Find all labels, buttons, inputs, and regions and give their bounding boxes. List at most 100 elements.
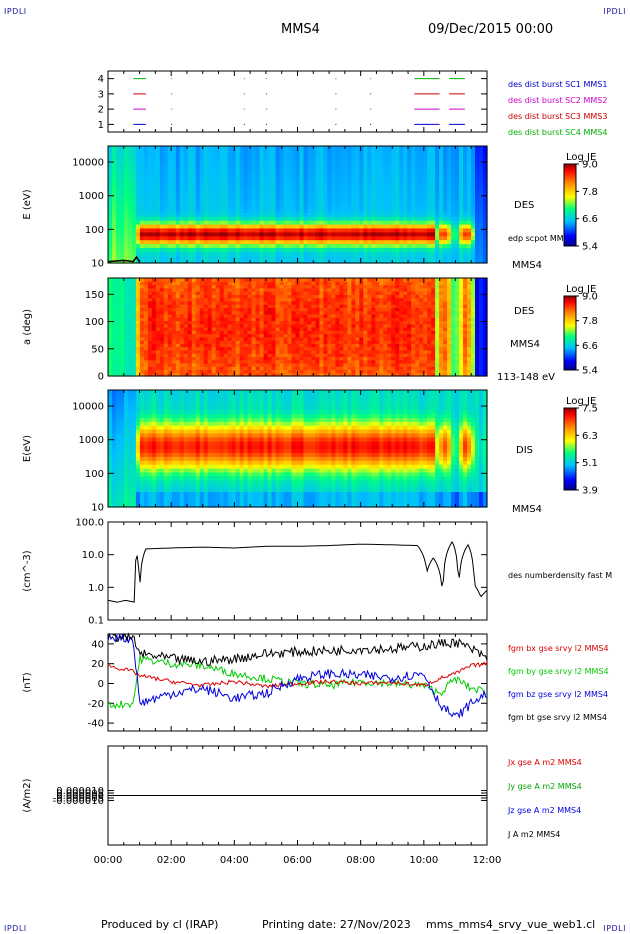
des-energy-cell	[307, 146, 313, 151]
des-energy-cell	[291, 177, 297, 182]
des-pitch-cell	[171, 304, 177, 308]
des-energy-cell	[431, 227, 436, 233]
des-pitch-cell	[271, 340, 277, 344]
des-pitch-cell	[123, 333, 129, 338]
des-energy-cell	[359, 212, 364, 217]
des-energy-cell	[147, 208, 153, 213]
des-pitch-cell	[155, 284, 161, 289]
des-energy-cell	[139, 196, 145, 202]
des-energy-cell	[223, 173, 229, 178]
des-energy-cell	[251, 224, 257, 229]
des-energy-cell	[391, 247, 396, 252]
des-pitch-cell	[319, 287, 325, 292]
des-pitch-cell	[235, 372, 241, 377]
des-energy-cell	[123, 188, 129, 194]
des-pitch-cell	[319, 300, 325, 305]
des-energy-cell	[163, 231, 169, 237]
des-energy-cell	[483, 235, 488, 241]
des-pitch-cell	[359, 366, 364, 371]
des-energy-cell	[383, 181, 388, 186]
des-energy-cell	[367, 173, 372, 178]
des-energy-cell	[395, 220, 400, 225]
des-pitch-cell	[239, 336, 245, 341]
des-energy-cell	[335, 204, 340, 209]
des-energy-cell	[199, 153, 205, 159]
des-energy-cell	[415, 177, 420, 182]
des-energy-cell	[108, 157, 113, 163]
des-energy-cell	[391, 204, 396, 209]
des-energy-cell	[207, 196, 213, 202]
des-pitch-cell	[235, 356, 241, 361]
des-pitch-cell	[211, 366, 217, 371]
des-pitch-cell	[119, 343, 125, 348]
des-pitch-cell	[227, 336, 233, 341]
des-energy-cell	[223, 208, 229, 213]
des-pitch-cell	[227, 327, 233, 331]
des-pitch-cell	[291, 287, 297, 292]
des-pitch-cell	[319, 320, 325, 325]
des-energy-cell	[159, 212, 165, 217]
des-energy-cell	[339, 192, 344, 198]
des-energy-cell	[323, 255, 329, 260]
des-energy-cell	[427, 185, 432, 190]
des-pitch-cell	[171, 346, 177, 351]
des-energy-cell	[119, 169, 125, 174]
des-energy-cell	[215, 161, 221, 167]
des-energy-cell	[159, 224, 165, 229]
des-energy-cell	[387, 173, 392, 178]
des-pitch-cell	[119, 346, 125, 351]
des-energy-cell	[347, 169, 352, 174]
des-energy-cell	[307, 149, 313, 155]
des-energy-cell	[267, 212, 273, 217]
des-energy-cell	[279, 204, 285, 209]
des-pitch-cell	[183, 340, 189, 344]
des-pitch-cell	[207, 278, 213, 282]
des-energy-cell	[251, 227, 257, 233]
des-energy-cell	[375, 231, 380, 237]
des-pitch-cell	[319, 372, 325, 377]
des-energy-cell	[399, 185, 404, 190]
des-pitch-cell	[203, 372, 209, 377]
des-pitch-cell	[295, 359, 301, 364]
des-pitch-cell	[331, 343, 336, 348]
des-energy-cell	[367, 196, 372, 202]
des-energy-cell	[359, 251, 364, 256]
des-pitch-cell	[347, 336, 352, 341]
des-pitch-cell	[187, 343, 193, 348]
des-energy-cell	[215, 185, 221, 190]
des-energy-cell	[195, 239, 201, 245]
des-pitch-cell	[227, 359, 233, 364]
des-energy-cell	[167, 247, 173, 252]
des-energy-cell	[183, 173, 189, 178]
des-energy-cell	[467, 196, 472, 202]
des-energy-cell	[227, 251, 233, 256]
des-pitch-cell	[195, 323, 201, 328]
des-pitch-cell	[108, 353, 113, 357]
des-energy-cell	[211, 177, 217, 182]
des-energy-cell	[355, 251, 360, 256]
des-energy-cell	[427, 231, 432, 237]
des-pitch-cell	[259, 313, 265, 318]
des-energy-cell	[299, 220, 305, 225]
des-pitch-cell	[143, 304, 149, 308]
des-pitch-cell	[123, 346, 129, 351]
des-energy-cell	[299, 149, 305, 155]
des-energy-cell	[275, 157, 281, 163]
des-energy-cell	[191, 255, 197, 260]
des-energy-cell	[195, 146, 201, 151]
des-energy-cell	[223, 181, 229, 186]
des-pitch-cell	[267, 343, 273, 348]
des-energy-cell	[179, 259, 185, 264]
des-energy-cell	[383, 243, 388, 248]
des-energy-cell	[131, 235, 137, 241]
des-pitch-cell	[351, 284, 356, 289]
des-energy-cell	[419, 259, 424, 264]
des-pitch-cell	[147, 297, 153, 302]
des-pitch-cell	[331, 297, 336, 302]
des-energy-cell	[307, 165, 313, 170]
des-energy-cell	[291, 235, 297, 241]
des-energy-cell	[295, 173, 301, 178]
des-pitch-cell	[327, 291, 333, 295]
des-energy-cell	[439, 208, 444, 213]
des-energy-cell	[311, 235, 317, 241]
